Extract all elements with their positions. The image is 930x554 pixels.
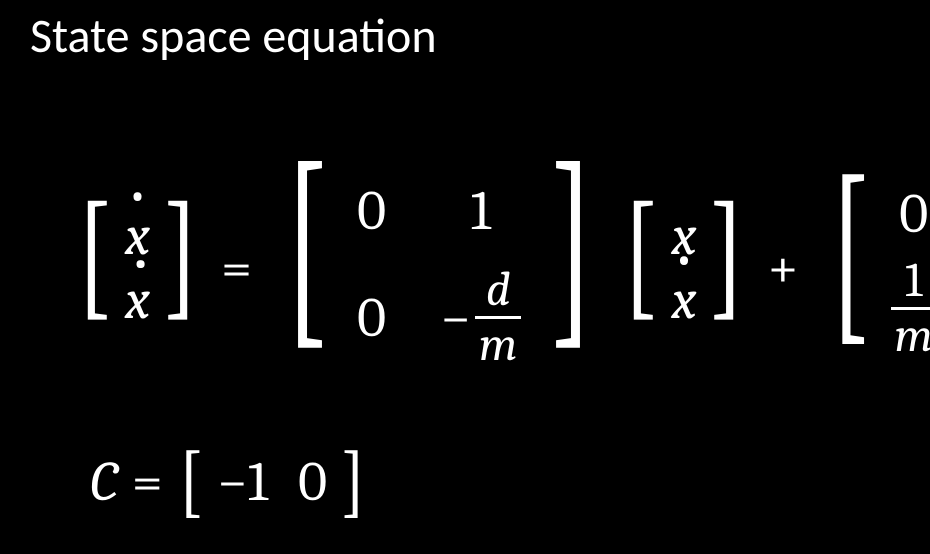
state-vector: [ x x ] (616, 200, 751, 336)
bracket-right-icon: ] (549, 160, 595, 375)
bracket-right-icon: ] (340, 450, 365, 514)
a-matrix: [ 0 1 0 − d m ] (268, 160, 610, 375)
output-equation: C = [ −1 0 ] (90, 450, 367, 514)
lhs-vector: [ x x ] (70, 200, 205, 336)
state-equation: [ x x ] = [ 0 1 0 − d m (70, 160, 930, 375)
c-matrix: [ −1 0 ] (177, 450, 367, 514)
slide-title: State space equation (30, 6, 437, 65)
x-dot-symbol: x (671, 268, 696, 332)
frac-den-m: m (891, 307, 930, 360)
b1: 0 (899, 177, 928, 250)
state-vector-col: x x (665, 200, 702, 336)
c-matrix-row: −1 0 (205, 450, 339, 514)
frac-den-m: m (475, 316, 521, 369)
c-symbol: C (90, 450, 118, 514)
b2: 1 m (891, 258, 930, 358)
slide: State space equation [ x x ] = [ 0 1 0 − (0, 0, 930, 554)
lhs-xdot: x (125, 204, 150, 268)
a-matrix-grid: 0 1 0 − d m (345, 160, 533, 375)
a22: − d m (440, 266, 521, 369)
lhs-vector-col: x x (119, 200, 156, 336)
c12: 0 (298, 450, 327, 514)
b-vector-col: 0 1 m (885, 173, 930, 362)
x-dot-symbol: x (125, 204, 150, 268)
bracket-left-icon: [ (829, 173, 871, 362)
a11: 0 (357, 166, 386, 256)
bracket-right-icon: ] (162, 200, 199, 336)
frac-num-d: d (482, 266, 515, 316)
equals-sign: = (205, 236, 268, 300)
bracket-left-icon: [ (283, 160, 329, 375)
b-vector: [ 0 1 m ] (815, 173, 930, 362)
a12: 1 (471, 166, 491, 256)
equals-sign: = (118, 450, 177, 514)
frac-num-1: 1 (901, 257, 926, 307)
bracket-left-icon: [ (623, 200, 660, 336)
fraction-d-over-m: d m (475, 266, 521, 369)
lhs-xddot: x (125, 268, 150, 332)
state-xdot: x (671, 268, 696, 332)
bracket-left-icon: [ (76, 200, 113, 336)
c11: −1 (217, 450, 268, 514)
minus-sign: − (440, 286, 471, 350)
bracket-left-icon: [ (178, 450, 203, 514)
a21: 0 (357, 273, 386, 363)
fraction-1-over-m: 1 m (891, 257, 930, 360)
plus-sign: + (751, 236, 814, 300)
x-ddot-symbol: x (125, 268, 150, 332)
bracket-right-icon: ] (709, 200, 746, 336)
